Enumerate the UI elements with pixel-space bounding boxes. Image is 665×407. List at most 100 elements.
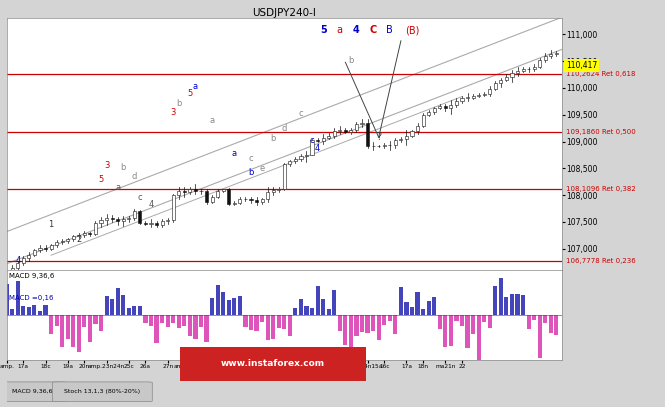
Bar xyxy=(171,315,176,323)
Text: d: d xyxy=(132,172,137,181)
Bar xyxy=(488,89,491,94)
Bar xyxy=(265,315,270,340)
Bar xyxy=(305,155,308,156)
Bar xyxy=(499,278,503,315)
Bar xyxy=(232,298,236,315)
Bar xyxy=(544,56,547,59)
Bar xyxy=(99,315,103,331)
Bar xyxy=(315,286,320,315)
Bar xyxy=(88,315,92,342)
Bar xyxy=(332,290,336,315)
Bar xyxy=(72,236,75,239)
Bar xyxy=(211,197,213,202)
Bar xyxy=(182,315,186,326)
Text: e: e xyxy=(259,164,265,173)
Bar xyxy=(166,220,169,221)
Bar xyxy=(327,309,331,315)
Bar xyxy=(355,124,358,130)
Bar xyxy=(16,281,20,315)
Bar xyxy=(110,299,114,315)
FancyBboxPatch shape xyxy=(53,382,152,402)
Bar xyxy=(255,315,259,331)
Bar xyxy=(238,296,242,315)
Bar xyxy=(82,315,86,328)
Bar xyxy=(194,189,197,191)
Bar xyxy=(338,130,341,131)
Bar xyxy=(549,315,553,333)
Bar xyxy=(260,315,264,322)
Text: 5: 5 xyxy=(98,175,104,184)
Bar xyxy=(27,306,31,315)
Bar xyxy=(60,315,65,346)
Bar xyxy=(555,53,558,54)
Bar xyxy=(149,315,153,326)
Text: b: b xyxy=(176,98,182,107)
Bar xyxy=(104,296,108,315)
Bar xyxy=(471,315,475,335)
Text: MACD 9,36,6: MACD 9,36,6 xyxy=(13,389,53,394)
Bar xyxy=(433,108,436,112)
Bar xyxy=(527,315,531,329)
Bar xyxy=(504,298,509,315)
Text: 3: 3 xyxy=(104,161,109,170)
Bar xyxy=(154,315,159,343)
Bar xyxy=(405,136,408,139)
Bar xyxy=(293,308,297,315)
Bar xyxy=(416,292,420,315)
Bar xyxy=(477,315,481,372)
Bar xyxy=(277,189,280,190)
Bar xyxy=(94,223,97,234)
Bar xyxy=(322,138,325,141)
Bar xyxy=(55,242,58,245)
Bar xyxy=(444,315,448,346)
Bar xyxy=(400,139,402,140)
Bar xyxy=(360,123,364,124)
Bar xyxy=(450,105,452,108)
Bar xyxy=(55,315,59,326)
Bar xyxy=(277,315,281,328)
Bar xyxy=(33,250,36,255)
Text: a: a xyxy=(193,83,198,92)
Bar xyxy=(33,304,37,315)
Text: 4: 4 xyxy=(15,256,21,265)
Bar xyxy=(144,223,147,224)
Text: 3: 3 xyxy=(170,107,176,117)
Text: b: b xyxy=(348,56,354,65)
Text: c: c xyxy=(310,136,315,145)
Bar xyxy=(555,315,559,335)
Bar xyxy=(393,315,398,334)
Bar xyxy=(49,315,53,334)
Bar xyxy=(305,306,309,315)
Bar xyxy=(127,308,131,315)
Bar xyxy=(332,131,336,136)
Bar xyxy=(311,140,314,155)
Bar xyxy=(471,96,475,98)
Text: 106,7778 Ret 0,236: 106,7778 Ret 0,236 xyxy=(566,258,636,264)
Text: Stoch 13,1,3 (80%-20%): Stoch 13,1,3 (80%-20%) xyxy=(65,389,140,394)
Bar xyxy=(155,223,158,225)
Bar xyxy=(44,248,47,249)
Bar xyxy=(371,315,375,331)
Text: d: d xyxy=(281,124,287,133)
Bar xyxy=(321,299,325,315)
Bar xyxy=(421,309,425,315)
Bar xyxy=(249,199,253,201)
Bar xyxy=(483,94,485,95)
Text: 110,417: 110,417 xyxy=(566,61,597,70)
Bar xyxy=(105,218,108,221)
Bar xyxy=(76,315,81,352)
Bar xyxy=(215,285,219,315)
Bar xyxy=(366,123,369,146)
Bar xyxy=(354,315,358,336)
Text: a: a xyxy=(231,149,237,158)
Bar xyxy=(366,315,370,333)
Bar xyxy=(138,306,142,315)
Bar xyxy=(243,315,247,327)
Bar xyxy=(227,300,231,315)
Text: 4: 4 xyxy=(148,200,154,209)
Bar xyxy=(438,107,442,108)
Bar xyxy=(399,287,403,315)
Text: 4: 4 xyxy=(353,25,360,35)
Bar xyxy=(249,315,253,330)
Text: c: c xyxy=(138,193,142,202)
